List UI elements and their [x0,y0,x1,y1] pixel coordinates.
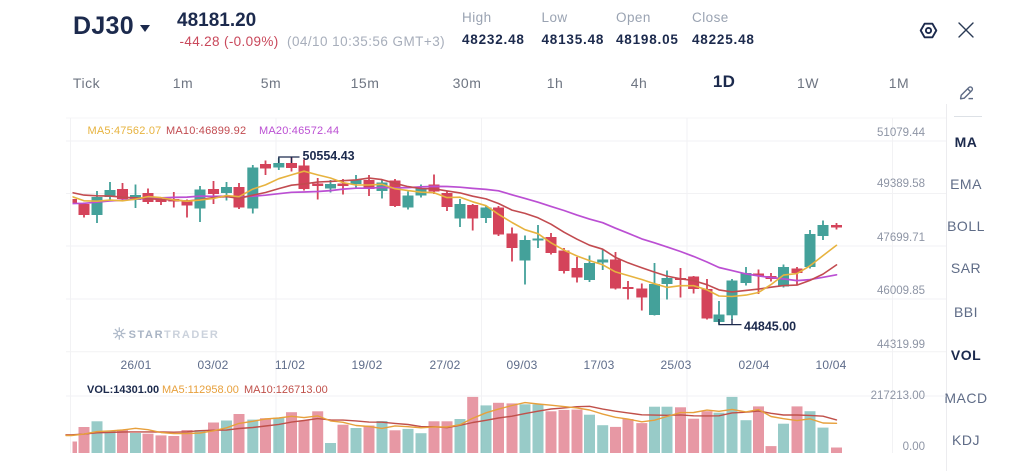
svg-text:44845.00: 44845.00 [744,320,796,334]
svg-text:STAR: STAR [129,329,165,341]
svg-text:TRADER: TRADER [164,329,219,341]
svg-text:50554.43: 50554.43 [303,149,355,163]
